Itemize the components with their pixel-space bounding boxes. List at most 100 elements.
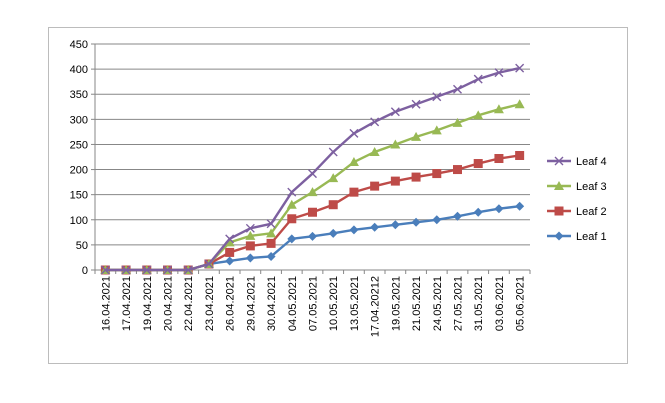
data-point [308, 207, 317, 217]
x-tick-label: 30.04.2021 [266, 276, 278, 331]
data-point [432, 169, 442, 179]
x-tick-label: 17.04.2021 [121, 276, 133, 331]
x-tick-label: 23.04.2021 [204, 276, 216, 331]
data-point [554, 231, 564, 241]
data-point [183, 265, 193, 275]
y-tick-label: 50 [76, 240, 88, 252]
data-point [452, 117, 463, 127]
legend-entry: Leaf 2 [547, 206, 607, 218]
data-point [349, 128, 359, 138]
data-point [515, 201, 525, 211]
data-point [204, 259, 214, 269]
data-point [515, 150, 525, 160]
data-point [349, 187, 359, 197]
data-point [473, 207, 483, 217]
legend-label: Leaf 2 [576, 206, 607, 218]
data-point [390, 107, 400, 117]
data-point [266, 238, 276, 248]
data-point [266, 251, 276, 261]
y-tick-label: 150 [70, 190, 88, 202]
data-point [411, 172, 421, 182]
data-point [473, 74, 483, 84]
x-tick-label: 03.06.2021 [494, 276, 506, 331]
series-group [100, 63, 525, 275]
data-point [266, 228, 277, 238]
data-point [121, 265, 131, 275]
y-tick-label: 250 [70, 139, 88, 151]
y-tick-label: 300 [70, 114, 88, 126]
data-point [554, 156, 564, 166]
data-point [225, 234, 235, 244]
x-tick-label: 20.04.2021 [163, 276, 175, 331]
x-tick-label: 21.05.2021 [411, 276, 423, 331]
data-point [370, 181, 380, 191]
x-tick-label: 04.05.2021 [287, 276, 299, 331]
x-tick-label: 05.06.2021 [515, 276, 527, 331]
data-point [390, 139, 401, 149]
data-point [411, 99, 421, 109]
data-point [554, 181, 564, 190]
data-point [286, 199, 297, 209]
data-point [308, 231, 317, 241]
data-point [473, 159, 483, 169]
data-point [453, 165, 462, 175]
data-point [515, 63, 525, 73]
y-tick-label: 200 [70, 165, 88, 177]
data-point [514, 99, 525, 109]
legend-entry: Leaf 4 [547, 156, 607, 168]
legend-label: Leaf 4 [576, 156, 607, 168]
data-point [266, 219, 276, 229]
x-axis-tick-labels: 16.04.2021 17.04.2021 19.04.2021 20.04.2021… [100, 276, 526, 337]
data-point [224, 237, 235, 247]
data-point [494, 68, 504, 78]
x-tick-label: 17.04.20212 [370, 276, 382, 337]
chart-area: 0 50 100 150 200 250 300 350 400 450 16.04.2021 17… [48, 27, 628, 364]
series-leaf-4 [100, 63, 525, 275]
line-chart: 0 50 100 150 200 250 300 350 400 450 16.04.2021 17… [70, 39, 607, 337]
data-point [369, 146, 380, 156]
data-point [493, 104, 504, 114]
data-point [287, 187, 297, 197]
data-point [370, 117, 380, 127]
data-point [432, 215, 442, 225]
data-point [349, 225, 359, 235]
data-point [225, 247, 235, 257]
data-point [245, 241, 255, 251]
legend: Leaf 4 Leaf 3 Leaf 2 Leaf 1 [547, 156, 607, 243]
series-leaf-3 [100, 99, 525, 274]
data-point [163, 265, 172, 275]
data-point [494, 154, 504, 164]
data-point [287, 214, 297, 224]
legend-entry: Leaf 3 [547, 181, 607, 193]
data-point [328, 228, 338, 238]
data-point [432, 92, 442, 102]
data-point [307, 187, 318, 197]
data-point [245, 223, 255, 233]
y-tick-label: 0 [82, 265, 88, 277]
data-point [494, 204, 504, 214]
data-point [390, 176, 400, 186]
data-point [411, 131, 422, 141]
data-point [328, 200, 338, 210]
data-point [348, 157, 359, 167]
legend-entry: Leaf 1 [547, 231, 607, 243]
x-tick-label: 07.05.2021 [308, 276, 320, 331]
data-point [390, 220, 400, 230]
data-point [473, 110, 484, 120]
data-point [225, 256, 235, 266]
data-point [287, 234, 297, 244]
x-tick-label: 24.05.2021 [432, 276, 444, 331]
x-tick-label: 19.04.2021 [142, 276, 154, 331]
data-point [245, 230, 256, 240]
data-point [370, 222, 380, 232]
y-tick-label: 400 [70, 64, 88, 76]
data-point [328, 147, 338, 157]
x-tick-label: 22.04.2021 [183, 276, 195, 331]
y-axis-tick-labels: 0 50 100 150 200 250 300 350 400 450 [70, 39, 88, 277]
data-point [245, 253, 255, 263]
data-point [100, 265, 110, 275]
x-tick-label: 19.05.2021 [390, 276, 402, 331]
x-tick-label: 26.04.2021 [225, 276, 237, 331]
data-point [554, 206, 564, 216]
data-point [431, 125, 442, 135]
